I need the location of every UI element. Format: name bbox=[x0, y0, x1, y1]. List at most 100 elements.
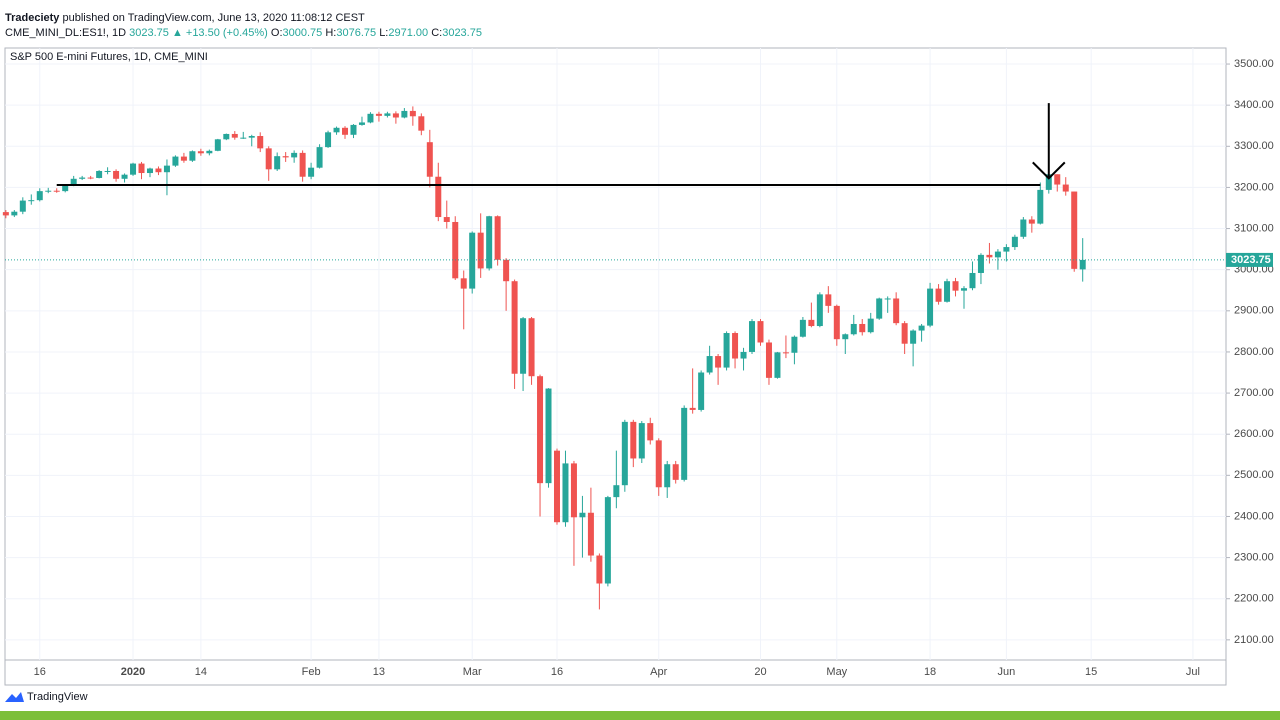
last-price-label: 3023.75 bbox=[1231, 254, 1271, 266]
candle-body bbox=[1003, 247, 1010, 252]
candle-body bbox=[291, 152, 298, 158]
candle-body bbox=[104, 170, 111, 172]
author: Tradeciety bbox=[5, 12, 60, 24]
candle-body bbox=[757, 321, 764, 343]
candle-body bbox=[672, 464, 679, 480]
x-tick-label: 15 bbox=[1085, 666, 1097, 678]
x-tick-label: 2020 bbox=[121, 666, 145, 678]
candle-body bbox=[206, 150, 213, 154]
candle-body bbox=[384, 113, 391, 116]
ohlc-value: 3000.75 bbox=[282, 27, 323, 39]
candle-body bbox=[1054, 174, 1061, 185]
candle-body bbox=[19, 200, 26, 212]
x-tick-label: Mar bbox=[463, 666, 482, 678]
candle-body bbox=[977, 254, 984, 273]
candle-body bbox=[952, 281, 959, 291]
y-tick-label: 2700.00 bbox=[1234, 387, 1274, 399]
candle-body bbox=[901, 323, 908, 344]
candle-body bbox=[732, 333, 739, 359]
candle-body bbox=[452, 221, 459, 279]
candle-body bbox=[375, 113, 382, 116]
candle-body bbox=[163, 165, 170, 173]
candle-body bbox=[435, 176, 442, 218]
candle-body bbox=[308, 167, 315, 177]
candle-body bbox=[842, 334, 849, 340]
candle-body bbox=[927, 288, 934, 326]
candle-body bbox=[257, 136, 264, 149]
candle-body bbox=[681, 407, 688, 480]
candle-body bbox=[562, 463, 569, 523]
y-tick-label: 2400.00 bbox=[1234, 510, 1274, 522]
y-tick-label: 3300.00 bbox=[1234, 140, 1274, 152]
y-tick-label: 3100.00 bbox=[1234, 222, 1274, 234]
candle-body bbox=[723, 333, 730, 368]
candle-body bbox=[960, 288, 967, 291]
candle-body bbox=[791, 336, 798, 353]
candle-body bbox=[418, 116, 425, 131]
candle-body bbox=[155, 168, 162, 173]
candle-body bbox=[2, 212, 9, 216]
candle-body bbox=[62, 185, 69, 192]
candle-body bbox=[570, 463, 577, 518]
candle-body bbox=[749, 321, 756, 352]
candle-body bbox=[1079, 259, 1086, 270]
x-tick-label: 16 bbox=[34, 666, 46, 678]
candle-body bbox=[282, 156, 289, 158]
candle-body bbox=[579, 512, 586, 518]
candle-body bbox=[630, 421, 637, 459]
x-tick-label: 13 bbox=[373, 666, 385, 678]
candle-body bbox=[1071, 191, 1078, 269]
y-tick-label: 2100.00 bbox=[1234, 634, 1274, 646]
candle-body bbox=[87, 177, 94, 179]
candle-body bbox=[698, 372, 705, 410]
candle-body bbox=[70, 178, 77, 186]
published: published on TradingView.com, June 13, 2… bbox=[62, 12, 365, 24]
candle-body bbox=[392, 113, 399, 118]
candle-body bbox=[774, 352, 781, 378]
ohlc-value: 3023.75 bbox=[442, 27, 482, 39]
candle-body bbox=[859, 323, 866, 333]
candle-body bbox=[248, 136, 255, 138]
up-arrow: ▲ bbox=[171, 27, 183, 39]
candle-body bbox=[613, 485, 620, 498]
candle-body bbox=[265, 148, 272, 170]
candle-body bbox=[350, 124, 357, 135]
candle-body bbox=[28, 200, 35, 202]
x-tick-label: Feb bbox=[302, 666, 321, 678]
candle-body bbox=[316, 147, 323, 168]
publish-line: Tradeciety published on TradingView.com,… bbox=[5, 11, 482, 26]
x-tick-label: 16 bbox=[551, 666, 563, 678]
candle-body bbox=[477, 232, 484, 269]
header: Tradeciety published on TradingView.com,… bbox=[5, 11, 482, 41]
candle-body bbox=[825, 294, 832, 306]
arrow-head bbox=[1032, 161, 1066, 180]
candle-body bbox=[96, 170, 103, 178]
candle-body bbox=[79, 177, 86, 179]
candle-body bbox=[587, 512, 594, 556]
x-tick-label: Jul bbox=[1186, 666, 1200, 678]
candle-body bbox=[740, 351, 747, 359]
candle-body bbox=[715, 356, 722, 368]
candle-body bbox=[604, 497, 611, 584]
candle-body bbox=[486, 216, 493, 269]
candle-body bbox=[172, 156, 179, 166]
candle-body bbox=[655, 440, 662, 488]
candle-body bbox=[494, 216, 501, 260]
ohlc-key: C: bbox=[431, 27, 443, 39]
y-tick-label: 3200.00 bbox=[1234, 181, 1274, 193]
candle-body bbox=[53, 190, 60, 192]
ohlc-key: H: bbox=[325, 27, 337, 39]
candle-body bbox=[45, 190, 52, 192]
x-tick-label: May bbox=[826, 666, 847, 678]
x-tick-label: 18 bbox=[924, 666, 936, 678]
candle-body bbox=[274, 156, 281, 170]
candle-body bbox=[893, 298, 900, 324]
logo bbox=[5, 692, 24, 702]
candle-body bbox=[621, 421, 628, 486]
y-tick-label: 2900.00 bbox=[1234, 305, 1274, 317]
candle-body bbox=[1020, 219, 1027, 237]
candle-body bbox=[503, 259, 510, 282]
candle-body bbox=[706, 356, 713, 373]
